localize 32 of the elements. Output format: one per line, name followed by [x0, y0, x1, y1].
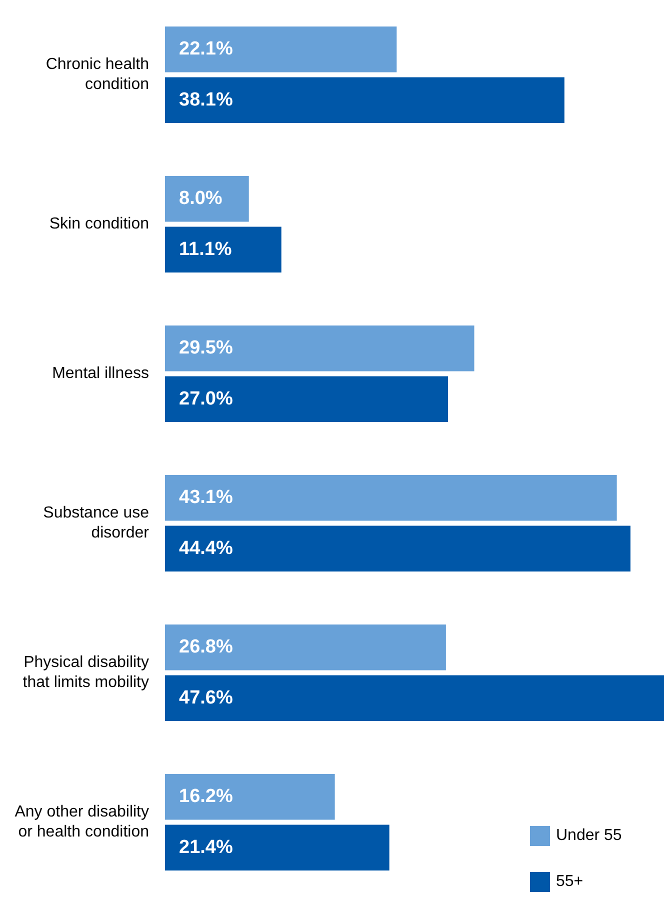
data-label: 26.8%: [179, 636, 233, 658]
bar: [165, 226, 282, 273]
bar: [165, 474, 617, 521]
y-tick-label: Mental illness: [52, 365, 149, 382]
legend-label: Under 55: [556, 827, 622, 845]
data-label: 38.1%: [179, 89, 233, 110]
data-label: 43.1%: [179, 487, 233, 508]
bar: [165, 774, 335, 820]
bar: [165, 176, 249, 222]
data-label: 21.4%: [179, 836, 233, 858]
y-tick-label: Substance use disorder: [43, 504, 150, 542]
bar: [165, 376, 448, 422]
data-label: 27.0%: [179, 388, 233, 410]
data-label: 44.4%: [179, 538, 233, 559]
data-label: 11.1%: [179, 238, 232, 260]
data-label: 16.2%: [179, 786, 233, 808]
bar: [165, 325, 474, 372]
data-label: 47.6%: [179, 687, 233, 708]
bar: [165, 675, 664, 722]
data-label: 8.0%: [179, 188, 222, 210]
data-label: 22.1%: [179, 38, 233, 60]
bar: [165, 824, 390, 871]
bar: [165, 26, 397, 72]
legend-label: 55+: [556, 873, 584, 891]
bar: [165, 526, 630, 572]
bar: [165, 77, 564, 124]
y-tick-label: Any other disability or health condition: [14, 804, 149, 841]
y-tick-label: Physical disability that limits mobility: [22, 654, 149, 692]
y-tick-label: Skin condition: [49, 216, 149, 233]
bar: [165, 624, 446, 670]
data-label: 29.5%: [179, 338, 233, 359]
y-tick-label: Chronic health condition: [46, 56, 149, 94]
